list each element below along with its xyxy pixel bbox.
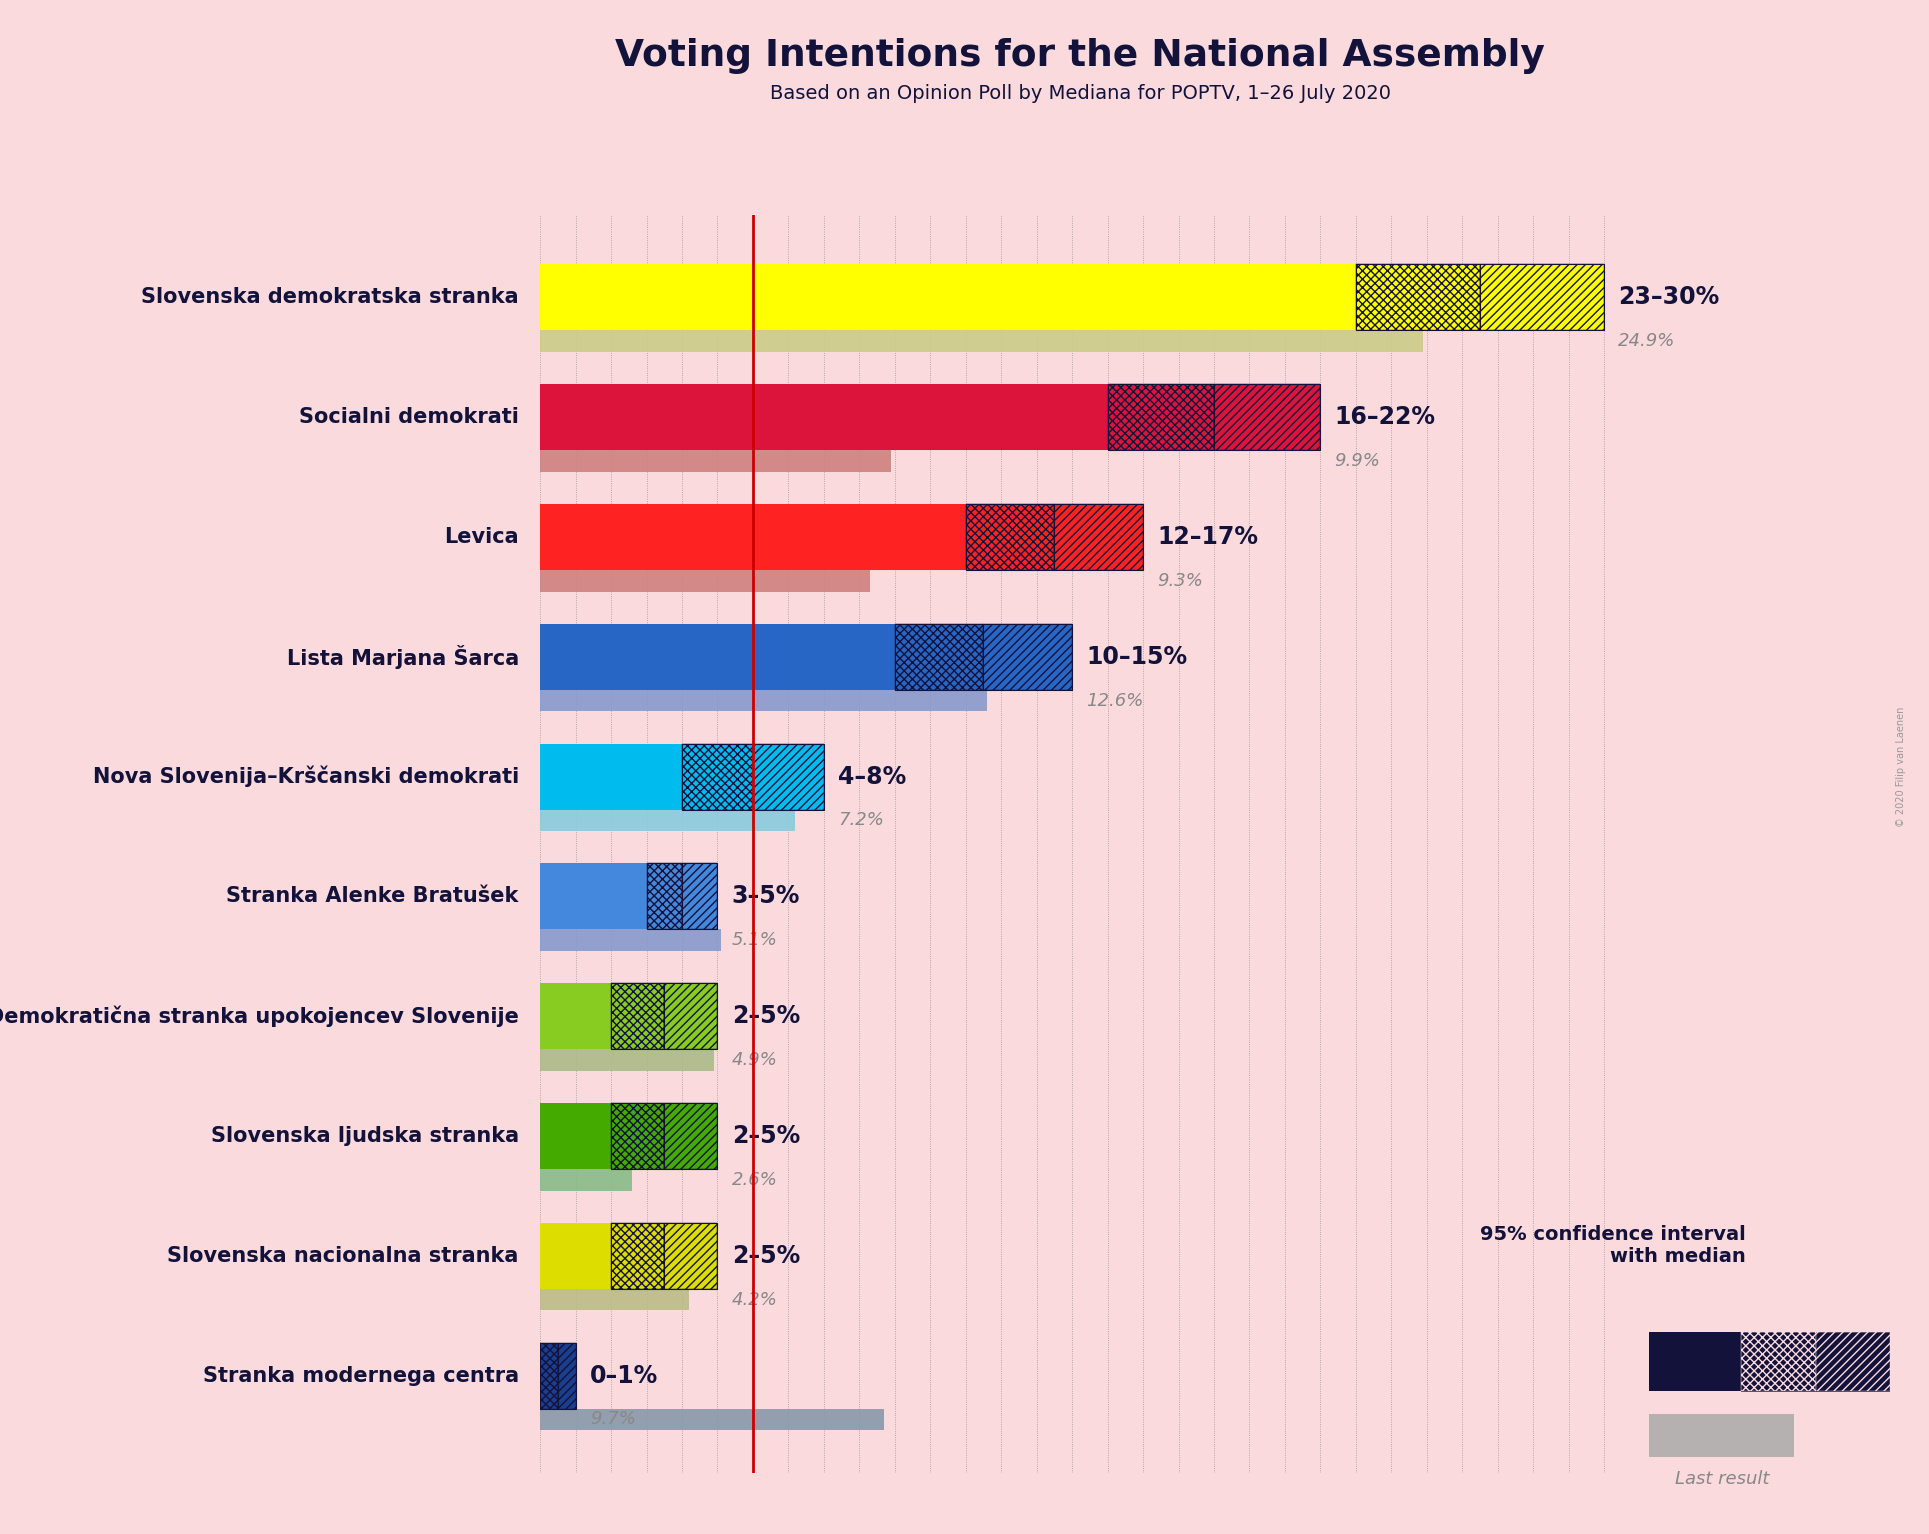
Bar: [1742, 1332, 1815, 1391]
Text: 9.3%: 9.3%: [1157, 572, 1204, 589]
Text: Nova Slovenija–Krščanski demokrati: Nova Slovenija–Krščanski demokrati: [93, 765, 519, 787]
Text: Slovenska ljudska stranka: Slovenska ljudska stranka: [210, 1126, 519, 1146]
Bar: [540, 571, 870, 592]
Bar: [557, 1342, 575, 1408]
Bar: [664, 1223, 718, 1289]
Text: 9.7%: 9.7%: [590, 1410, 637, 1428]
Bar: [1649, 1332, 1742, 1391]
Bar: [1480, 264, 1605, 330]
Bar: [540, 1289, 689, 1310]
Text: Based on an Opinion Poll by Mediana for POPTV, 1–26 July 2020: Based on an Opinion Poll by Mediana for …: [770, 84, 1391, 103]
Bar: [1480, 264, 1605, 330]
Bar: [984, 624, 1073, 690]
Bar: [1107, 385, 1213, 449]
Bar: [611, 1103, 664, 1169]
Bar: [540, 1408, 883, 1430]
Bar: [664, 1103, 718, 1169]
Bar: [611, 1223, 664, 1289]
Bar: [895, 624, 984, 690]
Bar: [752, 744, 824, 810]
Bar: [683, 744, 752, 810]
Text: © 2020 Filip van Laenen: © 2020 Filip van Laenen: [1896, 707, 1906, 827]
Bar: [540, 744, 683, 810]
Bar: [1107, 385, 1213, 449]
Bar: [540, 810, 795, 831]
Bar: [895, 624, 984, 690]
Bar: [1055, 505, 1144, 571]
Bar: [540, 330, 1424, 351]
Text: 16–22%: 16–22%: [1335, 405, 1435, 430]
Bar: [540, 1049, 714, 1071]
Text: Slovenska demokratska stranka: Slovenska demokratska stranka: [141, 287, 519, 307]
Text: 4.2%: 4.2%: [731, 1290, 777, 1309]
Text: 7.2%: 7.2%: [837, 811, 883, 830]
Text: 4.9%: 4.9%: [731, 1051, 777, 1069]
Bar: [1055, 505, 1144, 571]
Bar: [540, 864, 646, 930]
Bar: [646, 864, 683, 930]
Text: Levica: Levica: [444, 528, 519, 548]
Text: 24.9%: 24.9%: [1618, 333, 1676, 350]
Text: 4–8%: 4–8%: [837, 764, 907, 788]
Text: 2–5%: 2–5%: [731, 1124, 801, 1147]
Bar: [540, 449, 891, 472]
Text: 3–5%: 3–5%: [731, 885, 801, 908]
Text: Slovenska nacionalna stranka: Slovenska nacionalna stranka: [168, 1246, 519, 1266]
Bar: [540, 1103, 611, 1169]
Bar: [540, 1342, 557, 1408]
Bar: [540, 264, 1356, 330]
Bar: [540, 983, 611, 1049]
Bar: [664, 1223, 718, 1289]
Bar: [611, 1223, 664, 1289]
Bar: [752, 744, 824, 810]
Text: Stranka modernega centra: Stranka modernega centra: [203, 1365, 519, 1385]
Text: 12.6%: 12.6%: [1086, 692, 1144, 710]
Bar: [1213, 385, 1321, 449]
Bar: [1356, 264, 1480, 330]
Bar: [540, 690, 988, 712]
Text: Socialni demokrati: Socialni demokrati: [299, 407, 519, 426]
Text: 2.6%: 2.6%: [731, 1170, 777, 1189]
Bar: [683, 744, 752, 810]
Bar: [540, 1169, 633, 1190]
Text: Demokratična stranka upokojencev Slovenije: Demokratična stranka upokojencev Sloveni…: [0, 1005, 519, 1026]
Bar: [646, 864, 683, 930]
Bar: [611, 1103, 664, 1169]
Bar: [611, 983, 664, 1049]
Bar: [683, 864, 718, 930]
Bar: [966, 505, 1055, 571]
Bar: [540, 1223, 611, 1289]
Bar: [664, 1103, 718, 1169]
Bar: [557, 1342, 575, 1408]
Bar: [984, 624, 1073, 690]
Text: 12–17%: 12–17%: [1157, 525, 1258, 549]
Bar: [966, 505, 1055, 571]
Bar: [664, 983, 718, 1049]
Text: 2–5%: 2–5%: [731, 1244, 801, 1267]
Text: Lista Marjana Šarca: Lista Marjana Šarca: [287, 644, 519, 669]
Bar: [1815, 1332, 1890, 1391]
Bar: [540, 930, 721, 951]
Text: Last result: Last result: [1676, 1470, 1769, 1488]
Text: 95% confidence interval
with median: 95% confidence interval with median: [1480, 1224, 1746, 1266]
Bar: [540, 505, 966, 571]
Text: 5.1%: 5.1%: [731, 931, 777, 950]
Text: 9.9%: 9.9%: [1335, 453, 1381, 469]
Bar: [540, 624, 895, 690]
Text: 0–1%: 0–1%: [590, 1364, 658, 1388]
Bar: [664, 983, 718, 1049]
Bar: [540, 1342, 557, 1408]
Text: 2–5%: 2–5%: [731, 1005, 801, 1028]
Text: 10–15%: 10–15%: [1086, 644, 1188, 669]
Bar: [1815, 1332, 1890, 1391]
Bar: [1213, 385, 1321, 449]
Bar: [683, 864, 718, 930]
Text: 23–30%: 23–30%: [1618, 285, 1719, 310]
Bar: [1742, 1332, 1815, 1391]
Bar: [611, 983, 664, 1049]
Text: Voting Intentions for the National Assembly: Voting Intentions for the National Assem…: [615, 38, 1545, 74]
Text: Stranka Alenke Bratušek: Stranka Alenke Bratušek: [226, 887, 519, 907]
Bar: [540, 385, 1107, 449]
Bar: [1356, 264, 1480, 330]
